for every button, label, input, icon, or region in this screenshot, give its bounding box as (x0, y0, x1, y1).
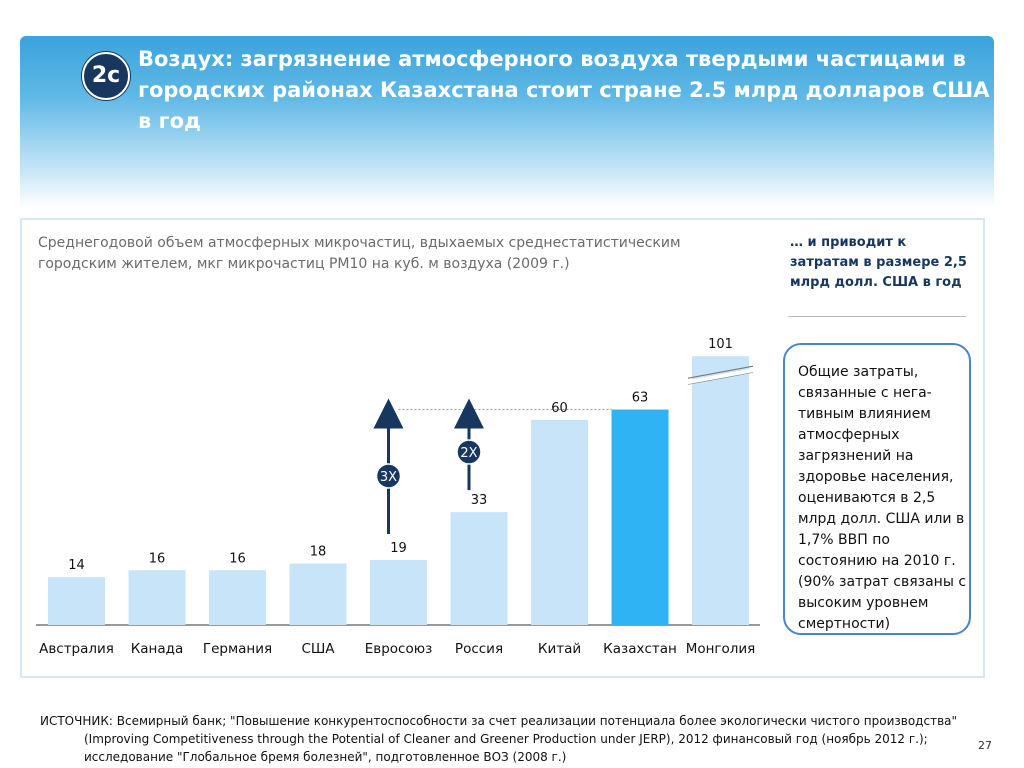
callout-box (783, 343, 971, 635)
bar-7 (611, 409, 669, 625)
cost-note: … и приводит к затратам в размере 2,5 мл… (790, 235, 967, 290)
value-label-2: 16 (229, 551, 246, 566)
header-band (20, 36, 994, 208)
category-label-7: Казахстан (603, 641, 677, 657)
bar-2 (209, 570, 266, 625)
category-label-3: США (301, 641, 335, 657)
bar-5 (450, 512, 508, 625)
value-label-0: 14 (68, 558, 85, 573)
multiplier-badge-0 (375, 463, 402, 489)
category-label-5: Россия (455, 641, 503, 657)
content-panel (20, 218, 985, 678)
source-line-1: ИСТОЧНИК: Всемирный банк; "Повышение кон… (40, 714, 958, 728)
source-note: ИСТОЧНИК: Всемирный банк; "Повышение кон… (40, 712, 970, 766)
category-label-0: Австралия (39, 641, 114, 657)
value-label-7: 63 (632, 391, 649, 406)
callout-text: Общие затраты, связанные с нега-тивным в… (798, 364, 967, 632)
bar-8 (692, 356, 749, 625)
value-label-3: 18 (310, 544, 327, 559)
section-badge: 2c (82, 52, 130, 100)
category-label-4: Евросоюз (365, 641, 433, 657)
source-line-rest: (Improving Competitiveness through the P… (84, 732, 928, 764)
category-label-8: Монголия (686, 641, 756, 657)
bar-0 (48, 577, 105, 625)
bar-4 (370, 560, 427, 625)
category-label-1: Канада (131, 641, 184, 657)
bar-3 (289, 563, 347, 625)
value-label-6: 60 (551, 401, 568, 416)
note-divider (788, 316, 966, 317)
chart-subtitle: Среднегодовой объем атмосферных микрочас… (38, 235, 681, 272)
value-label-4: 19 (390, 541, 407, 556)
axis-break-gap (688, 368, 753, 385)
value-label-5: 33 (471, 493, 488, 508)
multiplier-badge-1 (456, 439, 482, 465)
value-label-1: 16 (149, 551, 166, 566)
bar-6 (531, 419, 588, 625)
bar-1 (128, 570, 186, 625)
multiplier-label-1: 2X (460, 446, 477, 461)
page-number: 27 (978, 739, 992, 752)
value-label-8: 101 (708, 337, 733, 352)
multiplier-label-0: 3X (380, 470, 397, 485)
category-label-2: Германия (203, 641, 272, 657)
slide-title: Воздух: загрязнение атмосферного воздуха… (138, 47, 990, 133)
category-label-6: Китай (538, 641, 581, 657)
